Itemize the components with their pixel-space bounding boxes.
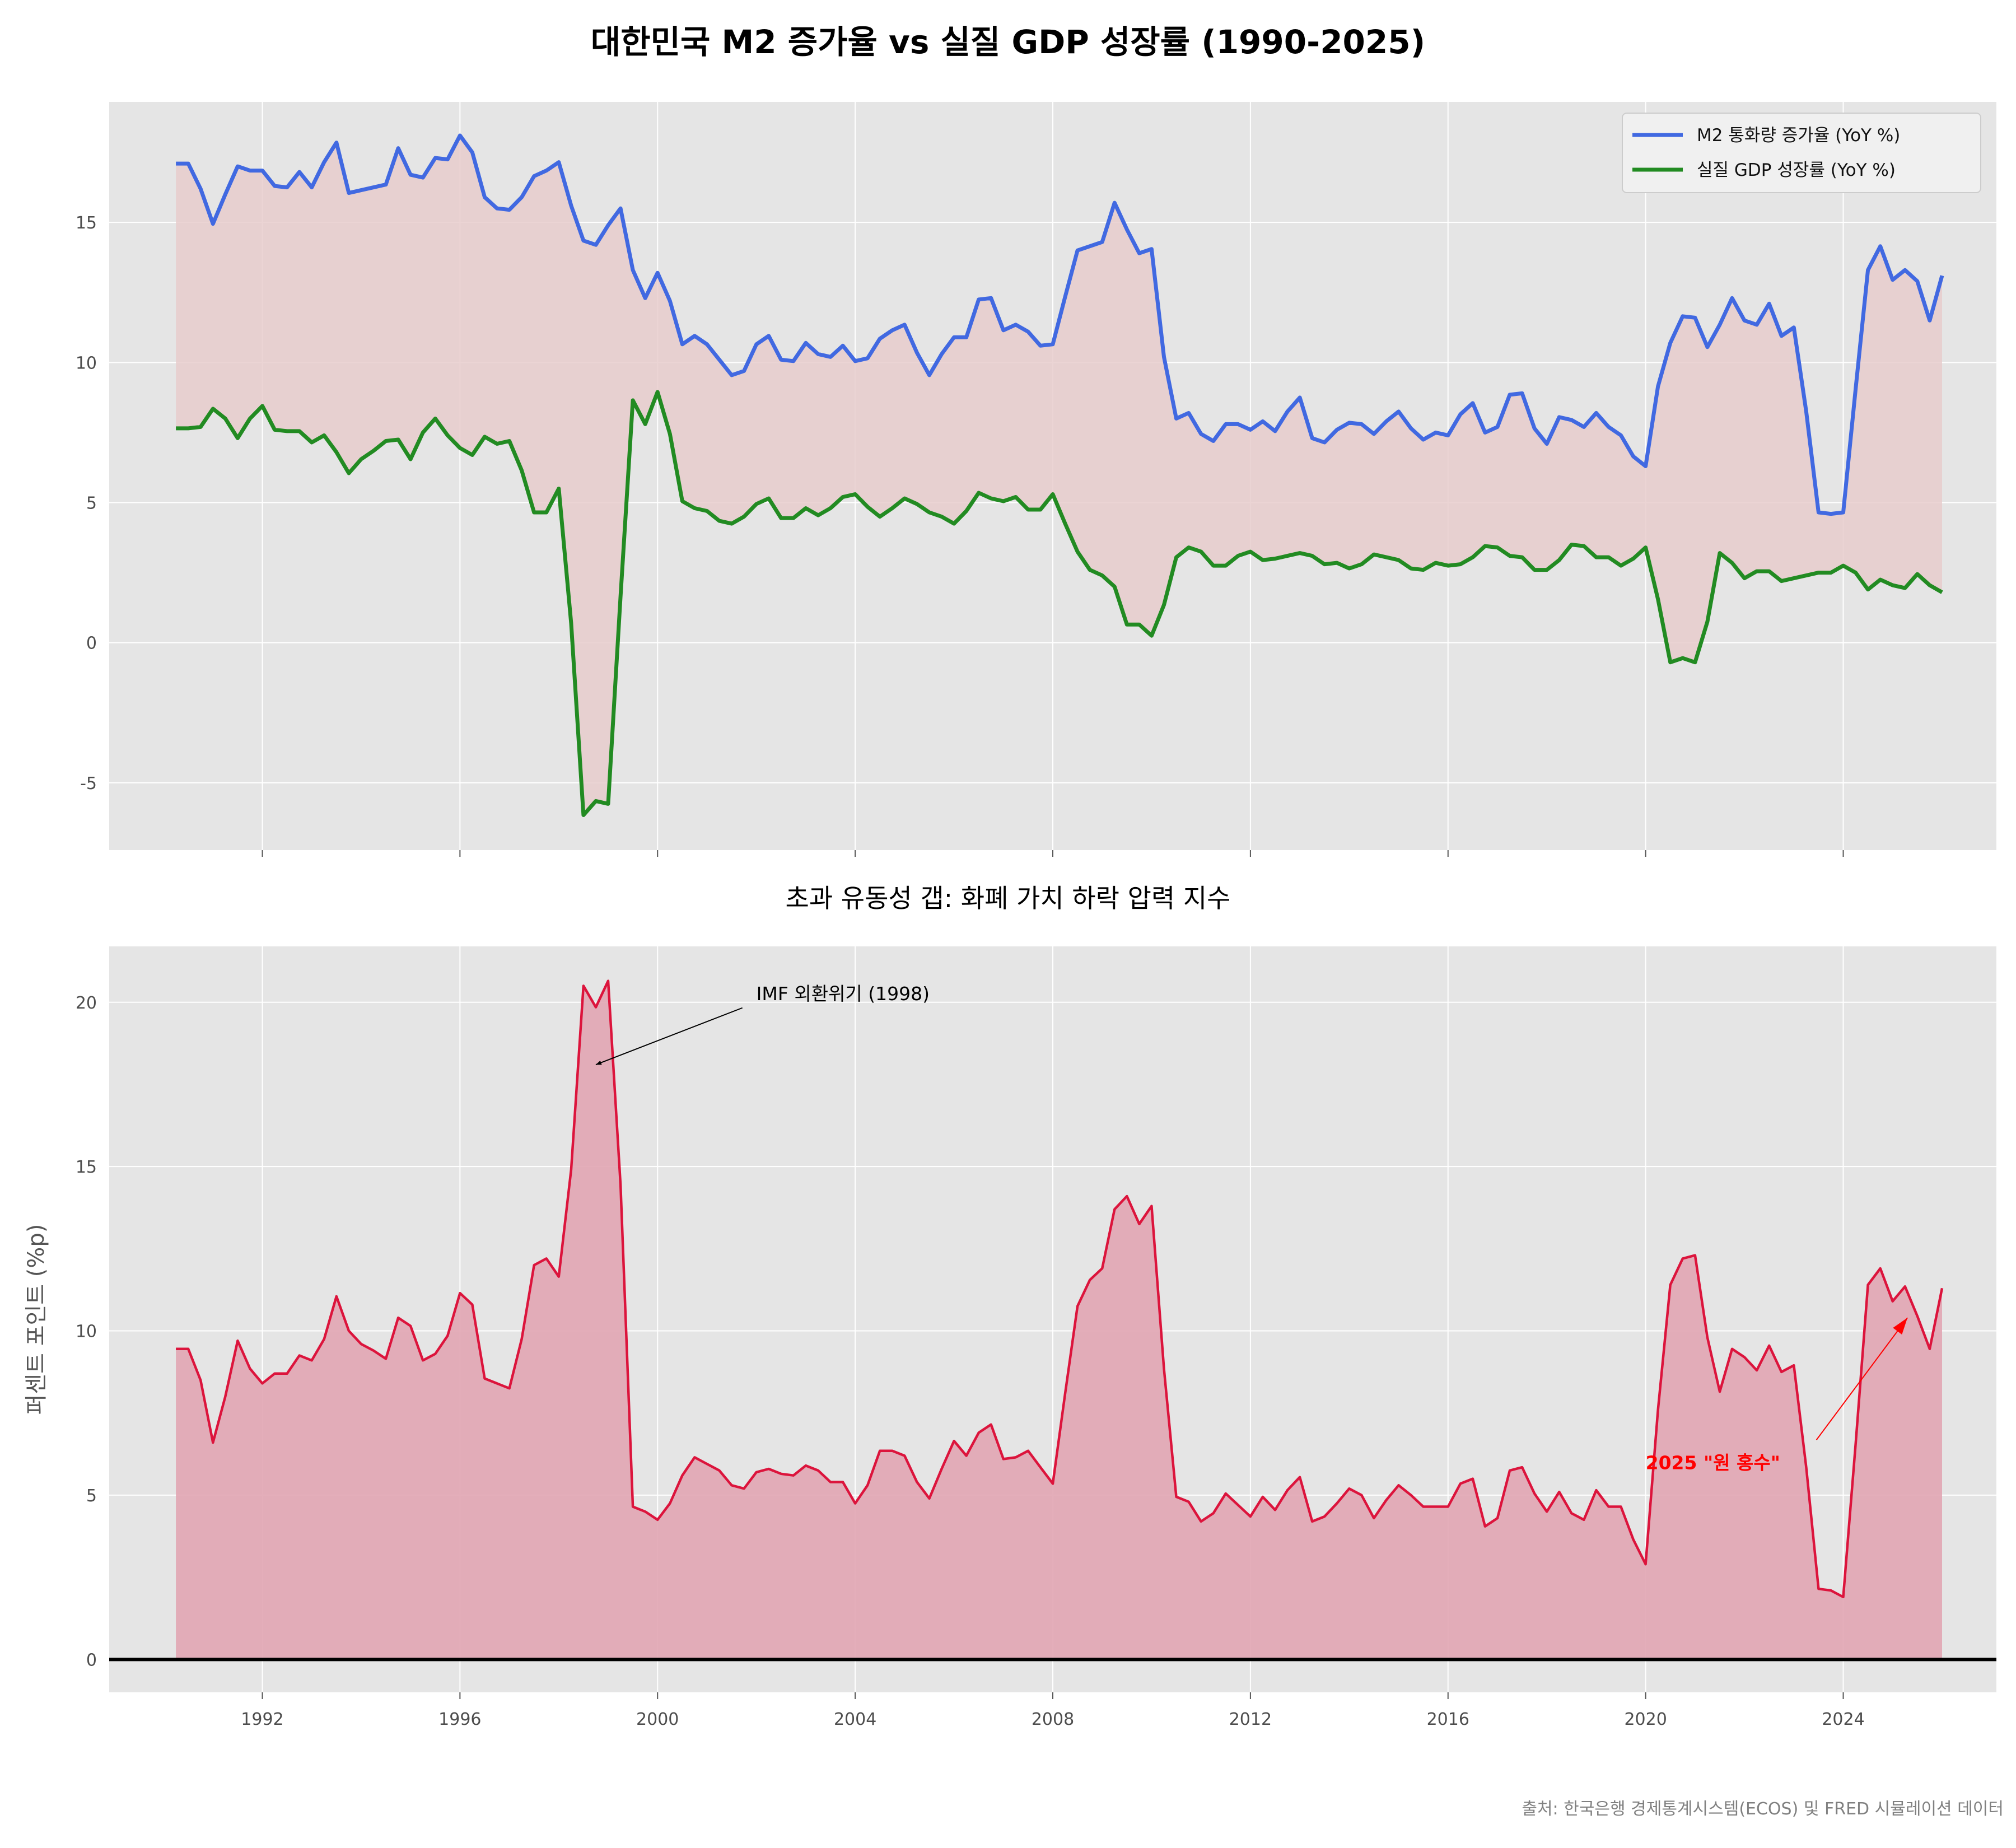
bottom-y-tick-label-3: 15 [76,1158,97,1177]
legend-box [1622,113,1981,193]
bottom-chart-title: 초과 유동성 갭: 화폐 가치 하락 압력 지수 [786,883,1231,913]
legend-label-m2: M2 통화량 증가율 (YoY %) [1697,125,1900,146]
source-note: 출처: 한국은행 경제통계시스템(ECOS) 및 FRED 시뮬레이션 데이터 [1522,1799,2004,1819]
annotation-2025-arrowhead [1893,1318,1908,1335]
bottom-x-tick-label-0: 1992 [241,1710,283,1729]
bottom-x-tick-label-4: 2008 [1032,1710,1074,1729]
bottom-y-axis-ticks: 0 5 10 15 20 [76,993,97,1670]
top-x-axis-ticks [262,850,1844,857]
bottom-y-axis-label: 퍼센트 포인트 (%p) [24,1224,49,1415]
bottom-x-tick-label-3: 2004 [834,1710,876,1729]
top-y-tick-label-3: 10 [76,353,97,373]
bottom-x-tick-label-2: 2000 [636,1710,679,1729]
chart-title: 대한민국 M2 증가율 vs 실질 GDP 성장률 (1990-2025) [591,23,1425,61]
top-y-tick-label-4: 15 [76,213,97,233]
bottom-x-tick-label-7: 2020 [1624,1710,1667,1729]
annotation-2025-label: 2025 "원 홍수" [1646,1452,1780,1473]
bottom-chart-panel: 0 5 10 15 20 1992 1996 2000 2004 2008 2012 2016 202… [24,946,1996,1729]
legend-label-gdp: 실질 GDP 성장률 (YoY %) [1697,160,1896,180]
legend: M2 통화량 증가율 (YoY %) 실질 GDP 성장률 (YoY %) [1622,113,1981,193]
top-chart-panel: -5 0 5 10 15 M2 통화량 증가율 (YoY %) 실질 GDP 성장률 (… [76,102,1996,857]
top-y-tick-label-2: 5 [86,494,97,514]
bottom-x-tick-label-5: 2012 [1229,1710,1272,1729]
top-y-axis-ticks: -5 0 5 10 15 [76,213,97,794]
bottom-y-tick-label-0: 0 [86,1650,97,1670]
bottom-x-tick-label-8: 2024 [1822,1710,1864,1729]
top-y-tick-label-0: -5 [80,774,97,794]
bottom-y-tick-label-2: 10 [76,1322,97,1342]
bottom-x-tick-label-6: 2016 [1427,1710,1469,1729]
bottom-y-tick-label-4: 20 [76,993,97,1013]
bottom-y-tick-label-1: 5 [86,1486,97,1506]
bottom-x-axis-ticks: 1992 1996 2000 2004 2008 2012 2016 2020 2024 [241,1692,1865,1729]
series-gdp-line [176,390,1943,817]
annotation-imf-arrow [595,1007,743,1066]
excess-liquidity-gap-line [176,979,1944,1599]
top-y-tick-label-1: 0 [86,634,97,654]
annotation-imf-label: IMF 외환위기 (1998) [757,983,930,1005]
annotation-2025-arrow [1816,1317,1908,1440]
bottom-x-tick-label-1: 1996 [438,1710,481,1729]
series-m2-line [176,133,1944,516]
